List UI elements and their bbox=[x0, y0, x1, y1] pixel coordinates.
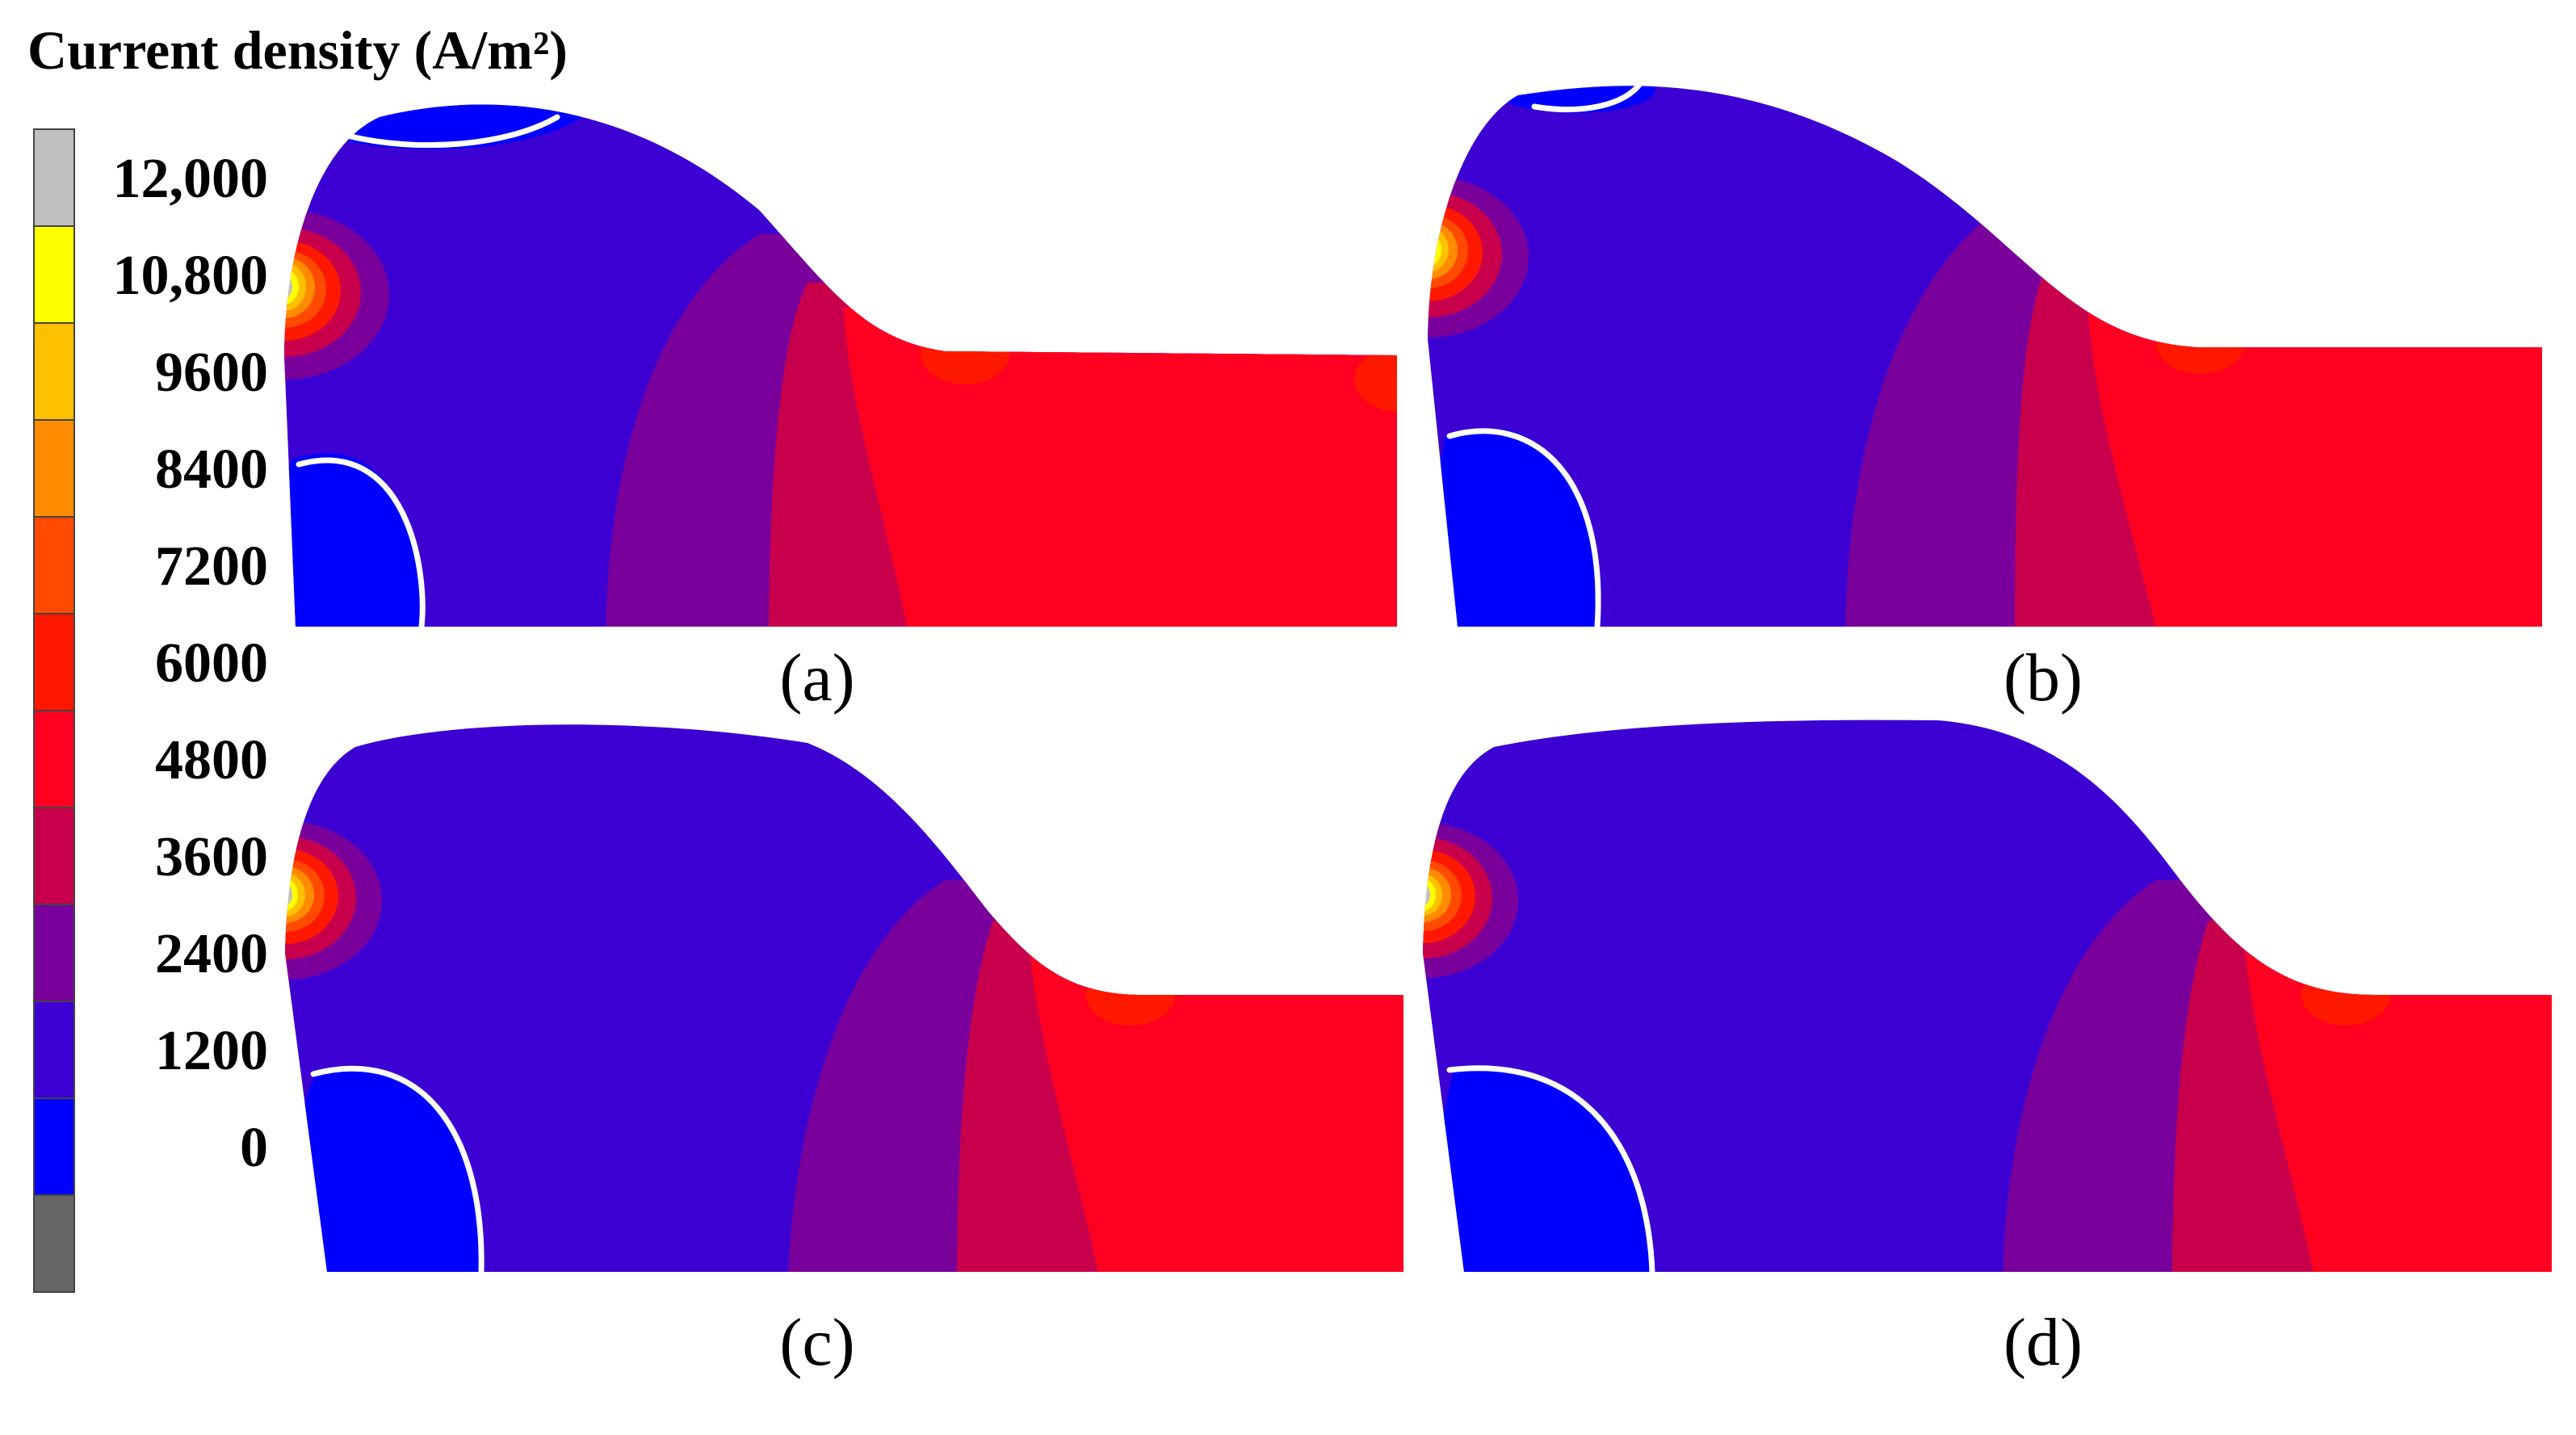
legend-tick-label: 10,800 bbox=[113, 245, 269, 307]
colorbar-band bbox=[33, 419, 75, 518]
hotspot-ring bbox=[285, 873, 305, 917]
contour-line bbox=[296, 457, 426, 630]
hotspot-ring bbox=[284, 262, 306, 311]
panel-a: (a) bbox=[284, 104, 1397, 715]
hotspot-edge bbox=[2156, 313, 2245, 374]
legend-tick-label: 1200 bbox=[155, 1020, 268, 1082]
legend-tick-labels: 12,000 10,800 9600 8400 7200 6000 4800 3600 2400… bbox=[113, 148, 269, 1179]
panel-b-label: (b) bbox=[2003, 640, 2083, 715]
blue-pocket bbox=[1423, 1067, 1654, 1272]
contour-line bbox=[1446, 428, 1601, 630]
legend-tick-label: 3600 bbox=[155, 826, 268, 888]
panel-a-label: (a) bbox=[779, 640, 854, 715]
legend-tick-label: 6000 bbox=[155, 632, 268, 694]
hotspot-edge bbox=[1354, 347, 1397, 412]
hotspot-ring bbox=[1428, 233, 1441, 266]
colorbar-band bbox=[33, 613, 75, 711]
colorbar-band bbox=[33, 128, 75, 227]
hotspot-core bbox=[284, 275, 292, 298]
contour-line bbox=[1531, 82, 1643, 113]
panel-d-label: (d) bbox=[2003, 1305, 2083, 1380]
hotspot-ring bbox=[285, 879, 298, 911]
colorbar-band bbox=[33, 516, 75, 615]
contour-line bbox=[344, 114, 560, 149]
legend-tick-label: 7200 bbox=[155, 535, 268, 598]
panel-c: (c) bbox=[285, 724, 1403, 1380]
colorbar-band bbox=[33, 1194, 75, 1293]
region-red bbox=[1030, 945, 1403, 1272]
colorbar-band bbox=[33, 1001, 75, 1099]
colorbar bbox=[33, 128, 75, 1293]
region-red bbox=[844, 307, 1397, 627]
hotspot-core bbox=[285, 884, 292, 905]
contour-line bbox=[310, 1065, 485, 1275]
hotspot-core bbox=[1428, 239, 1435, 260]
blue-pocket bbox=[1494, 86, 1655, 113]
legend-tick-label: 8400 bbox=[155, 438, 268, 501]
legend-tick-label: 0 bbox=[240, 1117, 268, 1179]
hotspot-ring bbox=[1423, 874, 1442, 916]
region-red bbox=[2087, 299, 2542, 627]
hotspot-core bbox=[1423, 884, 1430, 905]
hotspot-edge bbox=[921, 323, 1009, 384]
contour-line bbox=[1446, 1065, 1655, 1275]
panel-d: (d) bbox=[1423, 720, 2552, 1380]
hotspot-edge bbox=[2301, 964, 2390, 1026]
colorbar-band bbox=[33, 807, 75, 905]
colorbar-band bbox=[33, 710, 75, 808]
hotspot-edge bbox=[1086, 964, 1175, 1026]
colorbar-band bbox=[33, 322, 75, 421]
legend-title: Current density (A/m²) bbox=[27, 19, 568, 81]
hotspot-ring bbox=[1423, 879, 1436, 911]
legend-tick-label: 12,000 bbox=[113, 148, 269, 210]
hotspot-ring bbox=[284, 269, 299, 304]
panel-b: (b) bbox=[1428, 82, 2542, 715]
hotspot-ring bbox=[1423, 867, 1451, 922]
colorbar-band bbox=[33, 904, 75, 1002]
colorbar-band bbox=[33, 225, 75, 324]
panel-c-label: (c) bbox=[779, 1305, 854, 1380]
legend-tick-label: 9600 bbox=[155, 342, 268, 404]
hotspot-ring bbox=[1428, 227, 1449, 272]
region-red bbox=[2245, 945, 2552, 1272]
legend-tick-label: 2400 bbox=[155, 923, 268, 985]
colorbar-band bbox=[33, 1097, 75, 1196]
legend-tick-label: 4800 bbox=[155, 729, 268, 791]
